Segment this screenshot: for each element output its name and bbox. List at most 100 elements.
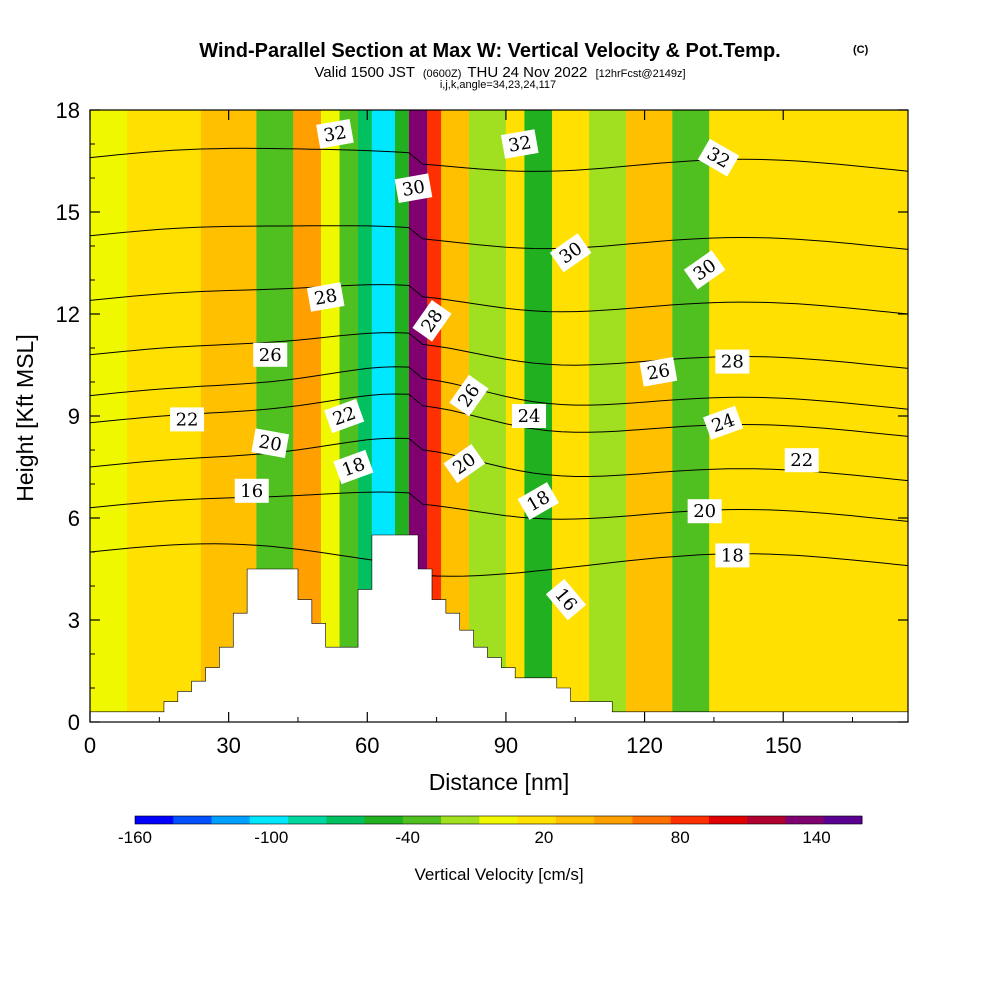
contour-label-3: 26: [253, 342, 288, 367]
contour-label-text: 22: [790, 450, 813, 471]
w-band-16: [552, 110, 590, 722]
colorbar-tick-label: 80: [671, 828, 690, 847]
colorbar-swatch: [288, 816, 327, 824]
contour-label-text: 28: [721, 352, 744, 373]
x-tick-label: 60: [355, 733, 379, 758]
y-tick-label: 12: [56, 302, 80, 327]
y-axis-ticks: 0 3 6 9 12 15 18: [56, 98, 908, 735]
contour-label-4: 22: [170, 407, 205, 432]
x-tick-label: 120: [626, 733, 663, 758]
x-tick-label: 90: [494, 733, 518, 758]
subtitle-utc: (0600Z): [423, 68, 462, 80]
colorbar-swatch: [135, 816, 174, 824]
w-band-17: [589, 110, 627, 722]
contour-label-0: 32: [316, 119, 354, 149]
colorbar-swatch: [823, 816, 863, 824]
contour-label-17: 26: [639, 357, 678, 387]
contour-label-24: 18: [715, 543, 750, 568]
contour-label-12: 24: [512, 404, 547, 428]
colorbar-swatch: [326, 816, 366, 824]
contour-label-22: 22: [784, 448, 819, 473]
contour-label-text: 26: [259, 345, 282, 366]
contour-label-text: 18: [721, 545, 744, 566]
contour-label-text: 20: [693, 501, 716, 522]
y-tick-label: 18: [56, 98, 80, 123]
y-tick-label: 3: [68, 608, 80, 633]
contour-label-text: 30: [400, 176, 426, 201]
w-band-7: [358, 110, 372, 722]
isentrope-30: [90, 225, 908, 250]
contour-label-text: 22: [176, 409, 199, 430]
potential-temperature-contours: [90, 147, 908, 577]
subtitle-date: THU 24 Nov 2022: [467, 64, 587, 81]
contour-label-text: 24: [518, 406, 541, 427]
colorbar-label: Vertical Velocity [cm/s]: [414, 865, 583, 884]
contour-label-text: 26: [645, 360, 671, 385]
colorbar-tick-label: -40: [395, 828, 420, 847]
y-tick-label: 9: [68, 404, 80, 429]
colorbar-frame: [134, 815, 863, 825]
colorbar-tick-label: 20: [534, 828, 553, 847]
subtitle-grid: i,j,k,angle=34,23,24,117: [440, 79, 556, 91]
contour-label-23: 20: [687, 499, 722, 524]
contour-label-text: 20: [257, 431, 283, 456]
colorbar-swatch: [211, 816, 251, 824]
x-tick-label: 150: [765, 733, 802, 758]
contour-label-text: 16: [240, 481, 263, 502]
colorbar-swatch: [402, 816, 442, 824]
colorbar-swatch: [747, 816, 786, 824]
x-axis-label: Distance [nm]: [429, 769, 570, 795]
colorbar-tick-label: 140: [802, 828, 830, 847]
isentrope-24: [90, 366, 908, 410]
colorbar-tick-labels: -160 -100 -40 20 80 140: [118, 828, 831, 847]
colorbar-swatch: [785, 816, 825, 824]
colorbar-swatch: [670, 816, 710, 824]
terrain: [90, 534, 908, 722]
x-axis-ticks: 0 30 60 90 120 150: [84, 110, 854, 758]
contour-label-text: 32: [322, 122, 348, 147]
isentrope-16: [90, 543, 908, 577]
isentrope-20: [90, 437, 908, 482]
x-tick-label: 30: [216, 733, 240, 758]
contour-label-13: 32: [500, 129, 539, 159]
colorbar: [134, 815, 863, 825]
contour-label-7: 22: [324, 398, 365, 434]
colorbar-swatch: [479, 816, 519, 824]
colorbar-swatch: [555, 816, 595, 824]
colorbar-swatch: [441, 816, 480, 824]
colorbar-swatch: [249, 816, 289, 824]
chart-subtitle: Valid 1500 JST (0600Z) THU 24 Nov 2022 […: [314, 64, 685, 81]
colorbar-swatch: [173, 816, 213, 824]
plot-area: [90, 110, 908, 722]
w-band-21: [792, 110, 858, 722]
contour-label-5: 20: [251, 428, 290, 458]
contour-label-6: 16: [234, 478, 269, 503]
y-tick-label: 0: [68, 710, 80, 735]
isentrope-32: [90, 147, 908, 172]
subtitle-valid: Valid 1500 JST: [314, 64, 414, 81]
colorbar-swatch: [517, 816, 557, 824]
copyright-mark: (C): [853, 44, 869, 56]
contour-label-18: 28: [715, 349, 750, 374]
w-band-19: [672, 110, 710, 722]
colorbar-swatch: [364, 816, 404, 824]
contour-label-2: 28: [306, 282, 345, 312]
chart-title: Wind-Parallel Section at Max W: Vertical…: [199, 40, 780, 62]
isentrope-18: [90, 491, 908, 522]
subtitle-fcst: [12hrFcst@2149z]: [596, 68, 686, 80]
x-tick-label: 0: [84, 733, 96, 758]
isentrope-26: [90, 332, 908, 369]
y-tick-label: 15: [56, 200, 80, 225]
vertical-velocity-field: [90, 110, 908, 722]
y-axis-label: Height [Kft MSL]: [12, 334, 38, 501]
contour-label-text: 32: [507, 132, 533, 157]
contour-label-1: 30: [394, 173, 433, 203]
isentrope-28: [90, 284, 908, 315]
contour-label-text: 28: [313, 285, 339, 310]
colorbar-tick-label: -160: [118, 828, 152, 847]
colorbar-swatch: [594, 816, 633, 824]
colorbar-swatch: [708, 816, 748, 824]
contour-label-8: 18: [333, 449, 374, 485]
